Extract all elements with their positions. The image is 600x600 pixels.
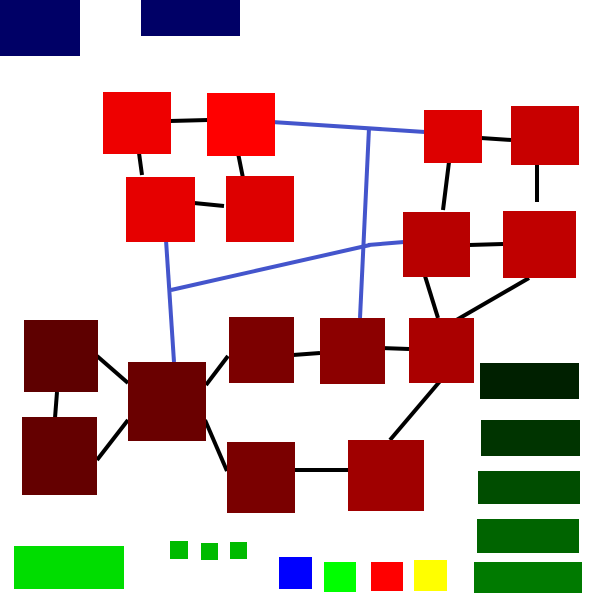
node-crimson-2[interactable] [348, 440, 424, 511]
link [95, 418, 130, 462]
node-red-4[interactable] [226, 176, 294, 242]
link [203, 419, 229, 472]
legend-bar-1[interactable] [480, 363, 579, 399]
cross-link [358, 127, 371, 319]
node-red-2[interactable] [207, 93, 275, 156]
link [204, 354, 230, 387]
swatch-green[interactable] [324, 562, 356, 592]
link [441, 161, 451, 211]
link [95, 354, 130, 385]
node-maroon-6[interactable] [227, 442, 295, 513]
swatch-red[interactable] [371, 562, 403, 591]
node-red-7[interactable] [403, 212, 470, 277]
link [480, 136, 512, 142]
swatch-blue[interactable] [279, 557, 312, 589]
small-square-3[interactable] [230, 542, 247, 559]
link [451, 276, 531, 324]
node-crimson-1[interactable] [409, 318, 474, 383]
link [236, 152, 245, 179]
node-red-6[interactable] [511, 106, 579, 165]
cross-link [367, 240, 405, 247]
green-wide-button[interactable] [14, 546, 124, 589]
node-red-1[interactable] [103, 92, 171, 154]
header-block-right[interactable] [141, 0, 240, 36]
legend-bar-5[interactable] [474, 562, 582, 593]
node-maroon-1[interactable] [229, 317, 294, 383]
link [388, 378, 443, 442]
link [53, 391, 59, 419]
header-block-left[interactable] [0, 0, 80, 56]
legend-bar-4[interactable] [477, 519, 579, 553]
small-square-1[interactable] [170, 541, 188, 559]
node-red-5[interactable] [424, 110, 482, 163]
link [193, 201, 225, 208]
link [137, 152, 144, 176]
node-maroon-2[interactable] [320, 318, 385, 384]
node-red-3[interactable] [126, 177, 195, 242]
small-square-2[interactable] [201, 543, 218, 560]
legend-bar-2[interactable] [481, 420, 580, 456]
cross-link [164, 239, 176, 363]
link [292, 351, 321, 357]
legend-bar-3[interactable] [478, 471, 580, 504]
link [468, 242, 504, 247]
node-maroon-3[interactable] [24, 320, 98, 392]
swatch-yellow[interactable] [414, 560, 447, 591]
cross-link [271, 120, 426, 134]
cross-link [170, 243, 371, 292]
link [169, 118, 209, 123]
node-maroon-5[interactable] [22, 417, 97, 495]
link [423, 275, 440, 319]
node-maroon-4[interactable] [128, 362, 206, 441]
node-red-8[interactable] [503, 211, 576, 278]
